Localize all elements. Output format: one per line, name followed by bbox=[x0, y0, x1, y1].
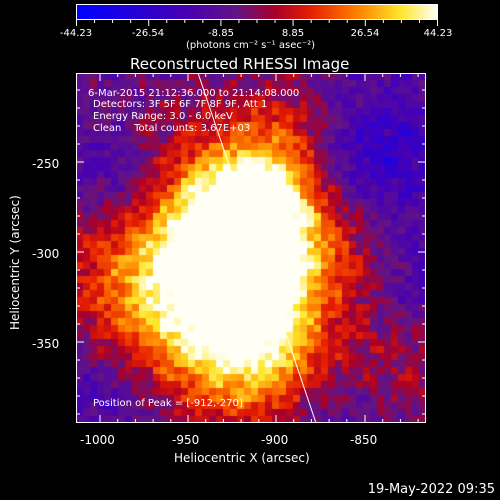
annotation-clean: Clean Total counts: 3.67E+03 bbox=[93, 123, 251, 134]
y-tick-label: -350 bbox=[32, 337, 60, 351]
colorbar-label-min: -44.23 bbox=[59, 28, 93, 39]
image-plot bbox=[76, 73, 426, 423]
colorbar-label-max: 44.23 bbox=[423, 28, 453, 39]
timestamp: 19-May-2022 09:35 bbox=[367, 482, 495, 497]
x-tick-label: -950 bbox=[172, 433, 200, 447]
x-tick-label: -900 bbox=[261, 433, 289, 447]
peak-position: Position of Peak = [-912,-270] bbox=[93, 398, 243, 409]
axis-ticks bbox=[76, 73, 426, 423]
colorbar-ticks bbox=[76, 20, 438, 26]
colorbar-label-2: -26.54 bbox=[131, 28, 165, 39]
y-tick-label: -250 bbox=[32, 157, 60, 171]
colorbar-label-4: 8.85 bbox=[281, 28, 305, 39]
annotation-time: 6-Mar-2015 21:12:36.000 to 21:14:08.000 bbox=[88, 88, 300, 99]
x-tick-label: -1000 bbox=[80, 433, 115, 447]
y-axis-label: Heliocentric Y (arcsec) bbox=[8, 195, 22, 330]
colorbar-label-5: 26.54 bbox=[350, 28, 380, 39]
x-axis-label: Heliocentric X (arcsec) bbox=[174, 451, 310, 465]
plot-title: Reconstructed RHESSI Image bbox=[130, 55, 350, 73]
annotation-detectors: Detectors: 3F 5F 6F 7F 8F 9F, Att 1 bbox=[93, 99, 268, 110]
x-tick-label: -850 bbox=[350, 433, 378, 447]
plot-overlay bbox=[76, 73, 426, 423]
annotation-energy: Energy Range: 3.0 - 6.0 keV bbox=[93, 111, 233, 122]
plot-frame bbox=[76, 73, 426, 423]
rhessi-heatmap bbox=[76, 73, 426, 423]
solar-limb-line bbox=[197, 73, 317, 423]
y-tick-label: -300 bbox=[32, 247, 60, 261]
colorbar bbox=[76, 4, 438, 20]
colorbar-label-3: -8.85 bbox=[208, 28, 234, 39]
colorbar-units: (photons cm⁻² s⁻¹ asec⁻²) bbox=[186, 40, 316, 51]
